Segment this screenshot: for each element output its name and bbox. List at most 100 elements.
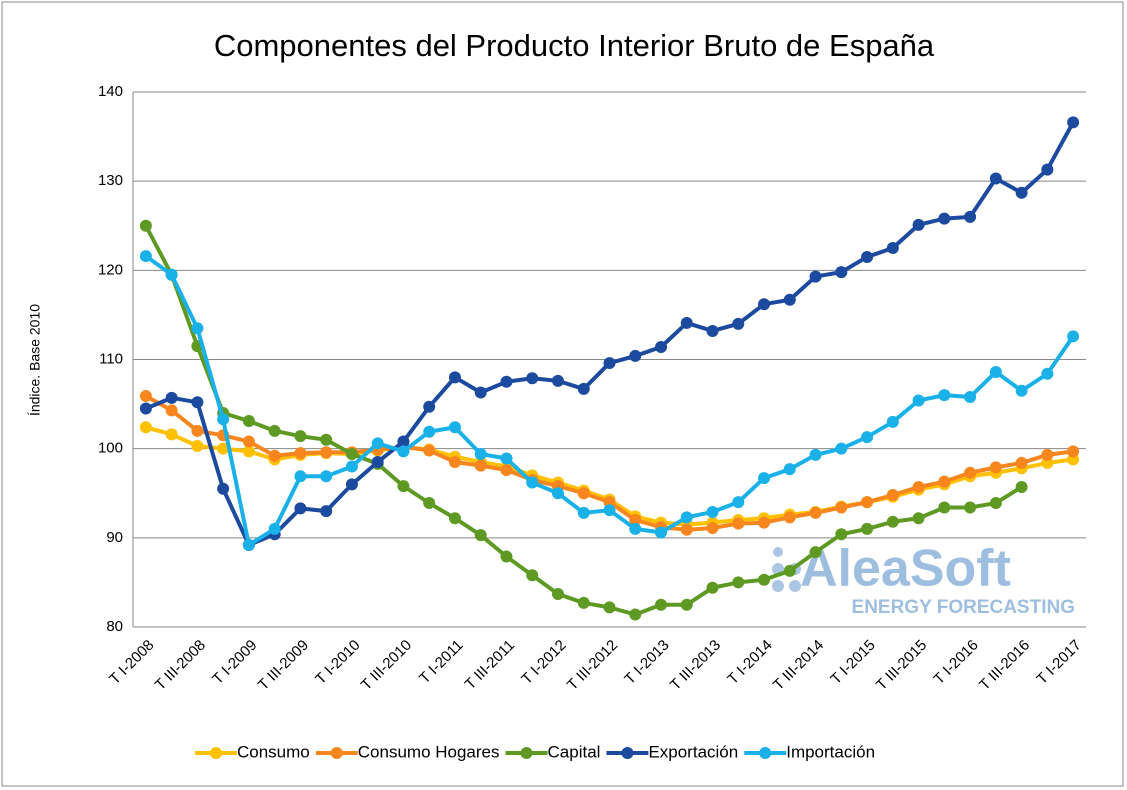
data-point [500,464,513,477]
data-point [191,322,204,335]
data-point [861,431,874,444]
data-point [1015,384,1028,397]
legend-label: Capital [548,742,601,761]
legend-label: Consumo Hogares [358,742,500,761]
data-point [706,324,719,337]
data-point [706,522,719,535]
data-point [526,569,539,582]
data-point [242,445,255,458]
data-point [706,581,719,594]
data-point [320,433,333,446]
data-point [423,425,436,438]
data-point [294,447,307,460]
data-point [526,372,539,385]
data-point [603,601,616,614]
data-point [886,515,899,528]
data-point [835,528,848,541]
data-point [165,404,178,417]
legend-label: Consumo [237,742,310,761]
data-point [242,435,255,448]
data-point [912,394,925,407]
data-point [577,382,590,395]
data-point [165,428,178,441]
data-point [758,516,771,529]
data-point [655,526,668,539]
data-point [861,250,874,263]
data-point [655,341,668,354]
watermark-name: AleaSoft [800,540,1011,598]
data-point [526,476,539,489]
data-point [809,448,822,461]
data-point [809,546,822,559]
data-point [139,219,152,232]
data-point [732,517,745,530]
data-point [191,439,204,452]
data-point [629,349,642,362]
data-point [474,386,487,399]
data-point [629,608,642,621]
data-point [989,365,1002,378]
logo-dot [773,547,783,557]
data-point [397,480,410,493]
data-point [680,316,693,329]
data-point [217,482,230,495]
data-point [758,298,771,311]
data-point [1041,163,1054,176]
data-point [835,266,848,279]
data-point [320,470,333,483]
data-point [964,390,977,403]
data-point [989,172,1002,185]
data-point [629,522,642,535]
data-point [139,250,152,263]
data-point [938,389,951,402]
data-point [629,514,642,526]
chart-title: Componentes del Producto Interior Bruto … [214,28,935,63]
data-point [989,461,1002,474]
legend-swatch-marker [621,747,634,759]
watermark-tagline: ENERGY FORECASTING [852,597,1075,618]
data-point [397,435,410,448]
data-point [732,576,745,589]
data-point [397,445,410,458]
data-point [886,242,899,255]
data-point [423,497,436,510]
data-point [500,550,513,563]
data-point [242,415,255,428]
y-tick-label: 140 [98,83,123,100]
legend-swatch-marker [210,747,222,759]
data-point [758,573,771,586]
data-point [835,501,848,514]
data-point [577,506,590,519]
data-point [783,463,796,476]
data-point [706,505,719,518]
data-point [964,210,977,223]
data-point [268,424,281,437]
data-point [1041,448,1054,461]
data-point [242,538,255,551]
data-point [809,270,822,283]
data-point [1015,186,1028,199]
data-point [964,501,977,514]
data-point [1067,330,1080,343]
legend-swatch-marker [759,747,772,759]
data-point [500,452,513,465]
data-point [1067,445,1080,458]
data-point [423,400,436,413]
data-point [938,475,951,488]
data-point [294,430,307,443]
data-point [448,512,461,525]
data-point [551,588,564,601]
y-tick-label: 120 [98,261,123,278]
data-point [320,505,333,518]
data-point [1015,481,1028,494]
y-tick-label: 100 [98,440,123,457]
data-point [139,402,152,415]
data-point [861,522,874,535]
data-point [886,415,899,428]
data-point [345,448,358,461]
data-point [165,391,178,404]
data-point [448,456,461,469]
data-point [320,446,333,459]
data-point [1067,116,1080,129]
data-point [912,512,925,525]
